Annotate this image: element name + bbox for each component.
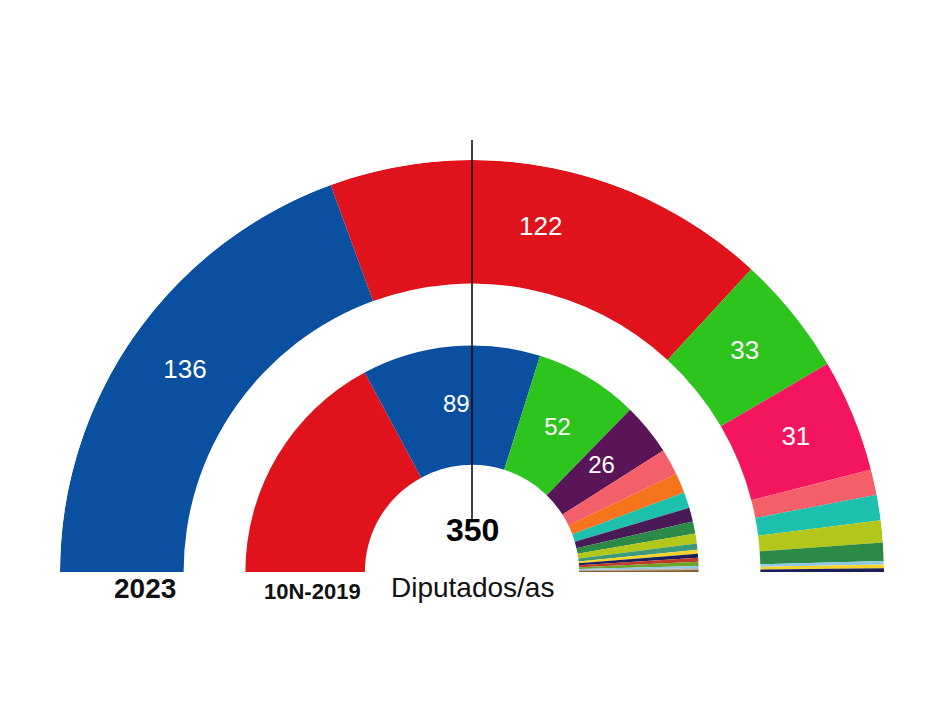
- svg-text:10N-2019: 10N-2019: [264, 579, 361, 604]
- svg-text:26: 26: [588, 451, 615, 478]
- svg-text:89: 89: [443, 390, 470, 417]
- svg-text:350: 350: [446, 512, 499, 548]
- svg-text:136: 136: [163, 354, 206, 384]
- svg-text:52: 52: [544, 413, 571, 440]
- svg-text:Diputados/as: Diputados/as: [391, 572, 554, 603]
- svg-text:33: 33: [730, 335, 759, 365]
- svg-text:31: 31: [781, 421, 810, 451]
- svg-text:122: 122: [519, 211, 562, 241]
- svg-text:2023: 2023: [114, 573, 176, 604]
